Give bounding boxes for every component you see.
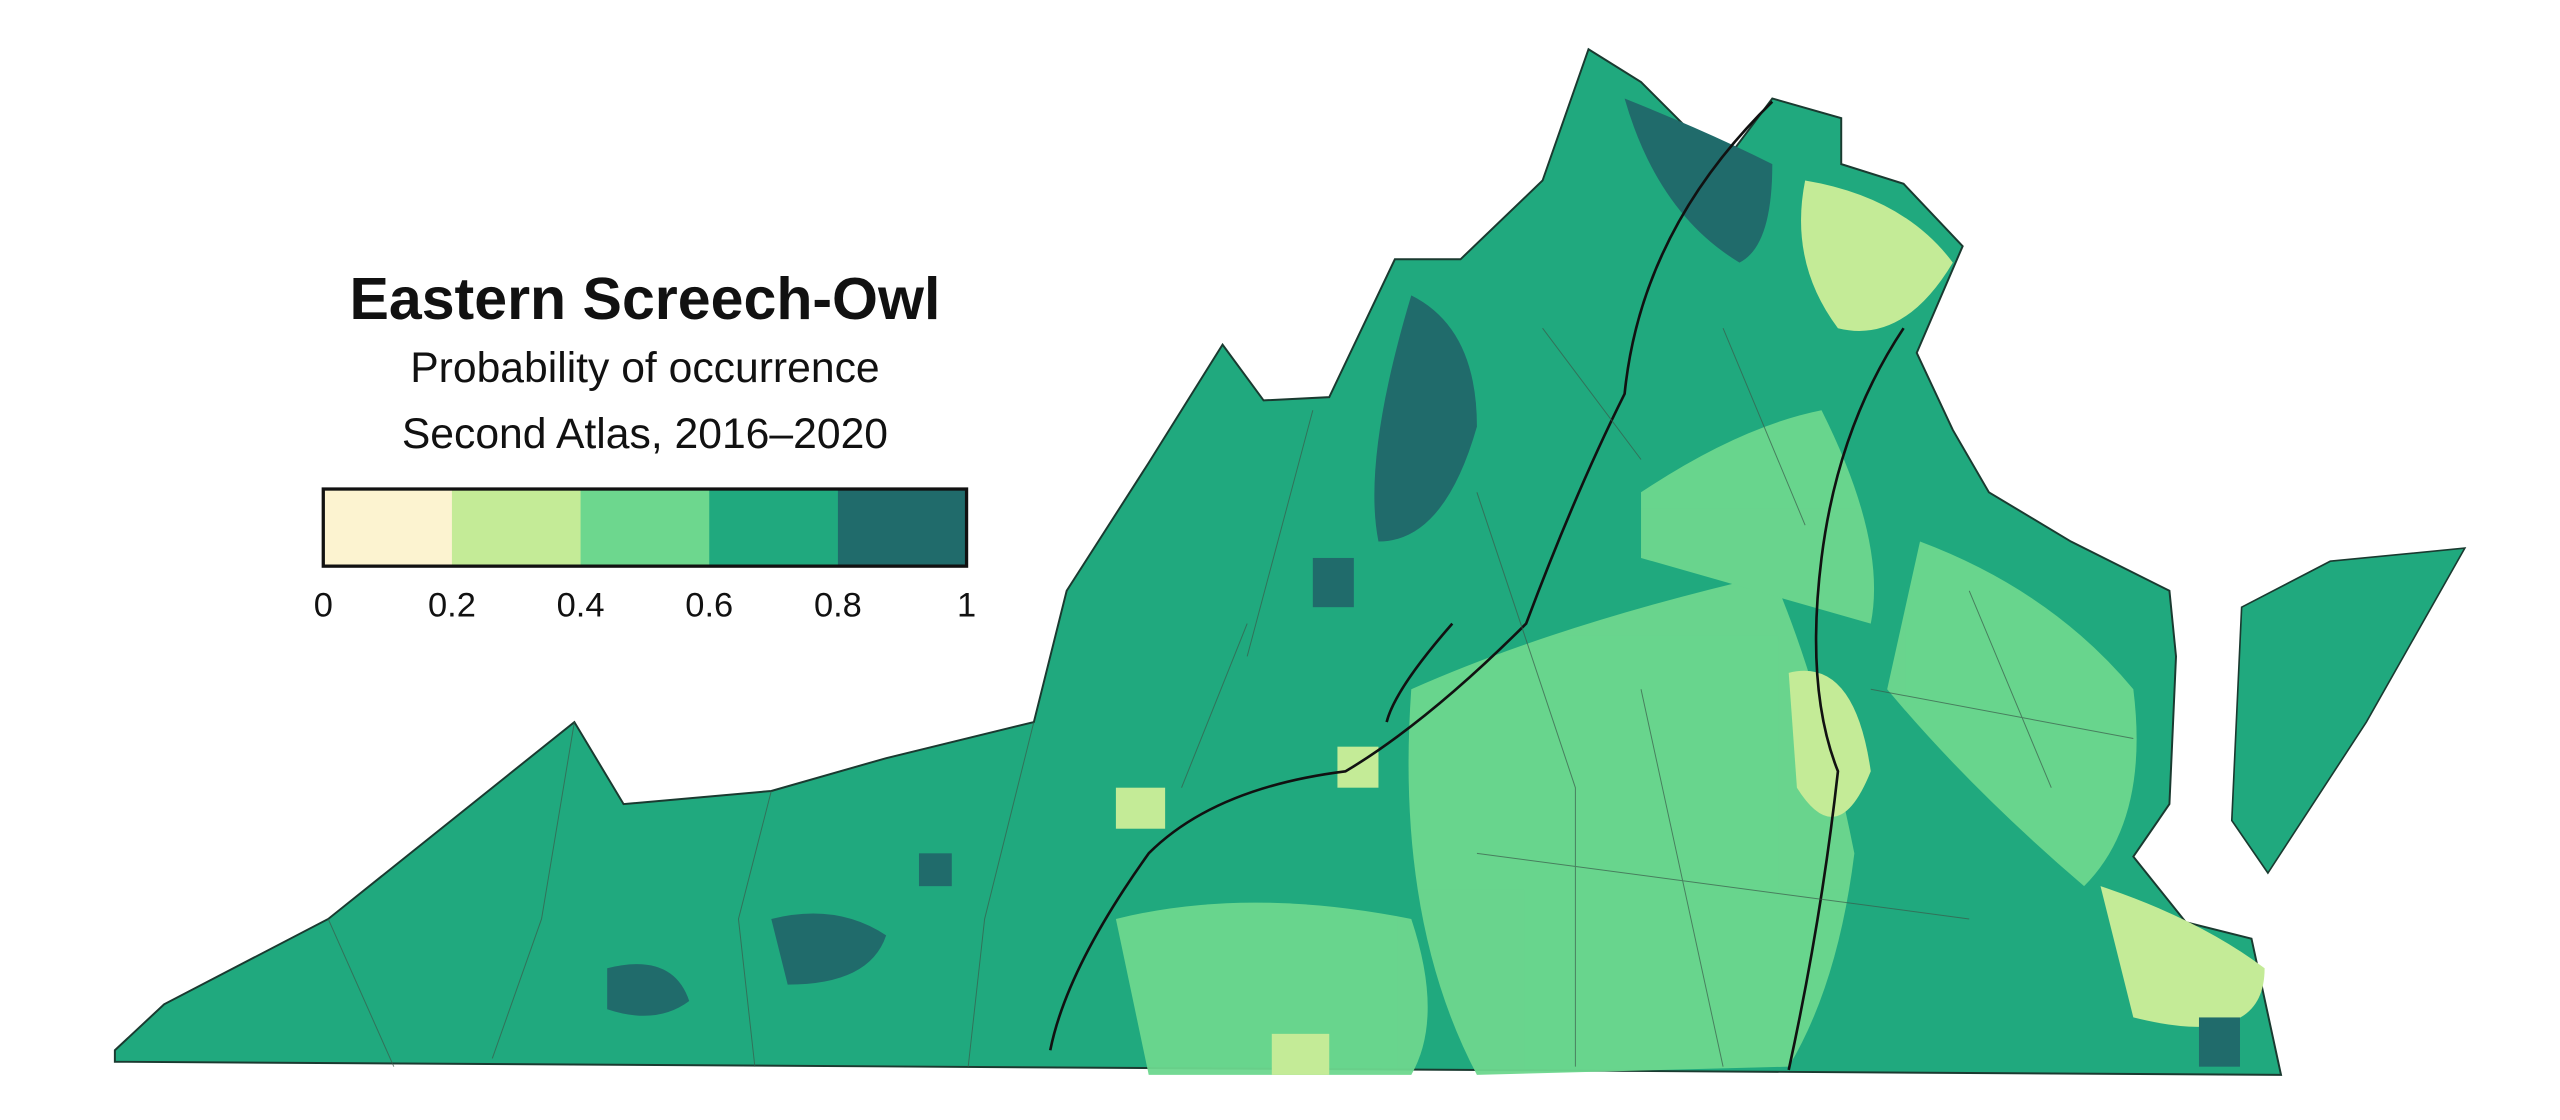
legend-tick-label: 0.2 [428,586,476,624]
legend-tick-label: 0 [314,586,333,624]
light-regions [1115,410,2137,1075]
county-lines [327,327,2134,1067]
dark-regions [607,98,2240,1067]
legend-tick-label: 0.4 [557,586,605,624]
legend-swatch [709,489,839,567]
legend-tick-label: 1 [957,586,976,624]
map-subtitle: Second Atlas, 2016–2020 [402,410,888,458]
state-map [113,47,2467,1076]
legend-swatch [837,489,968,567]
legend-swatch [451,489,582,567]
legend-tick-label: 0.6 [685,586,733,624]
map-title: Eastern Screech-Owl [349,266,940,332]
region-lines [1048,100,1905,1071]
legend-tick-label: 0.8 [814,586,862,624]
legend-swatch [580,489,711,567]
legend-frame [321,487,969,568]
legend-swatch [323,489,453,567]
map-subtitle: Probability of occurrence [410,344,879,392]
legend: Eastern Screech-Owl Probability of occur… [314,266,976,624]
pale-regions [1115,180,2265,1075]
eastern-shore [2230,547,2467,875]
